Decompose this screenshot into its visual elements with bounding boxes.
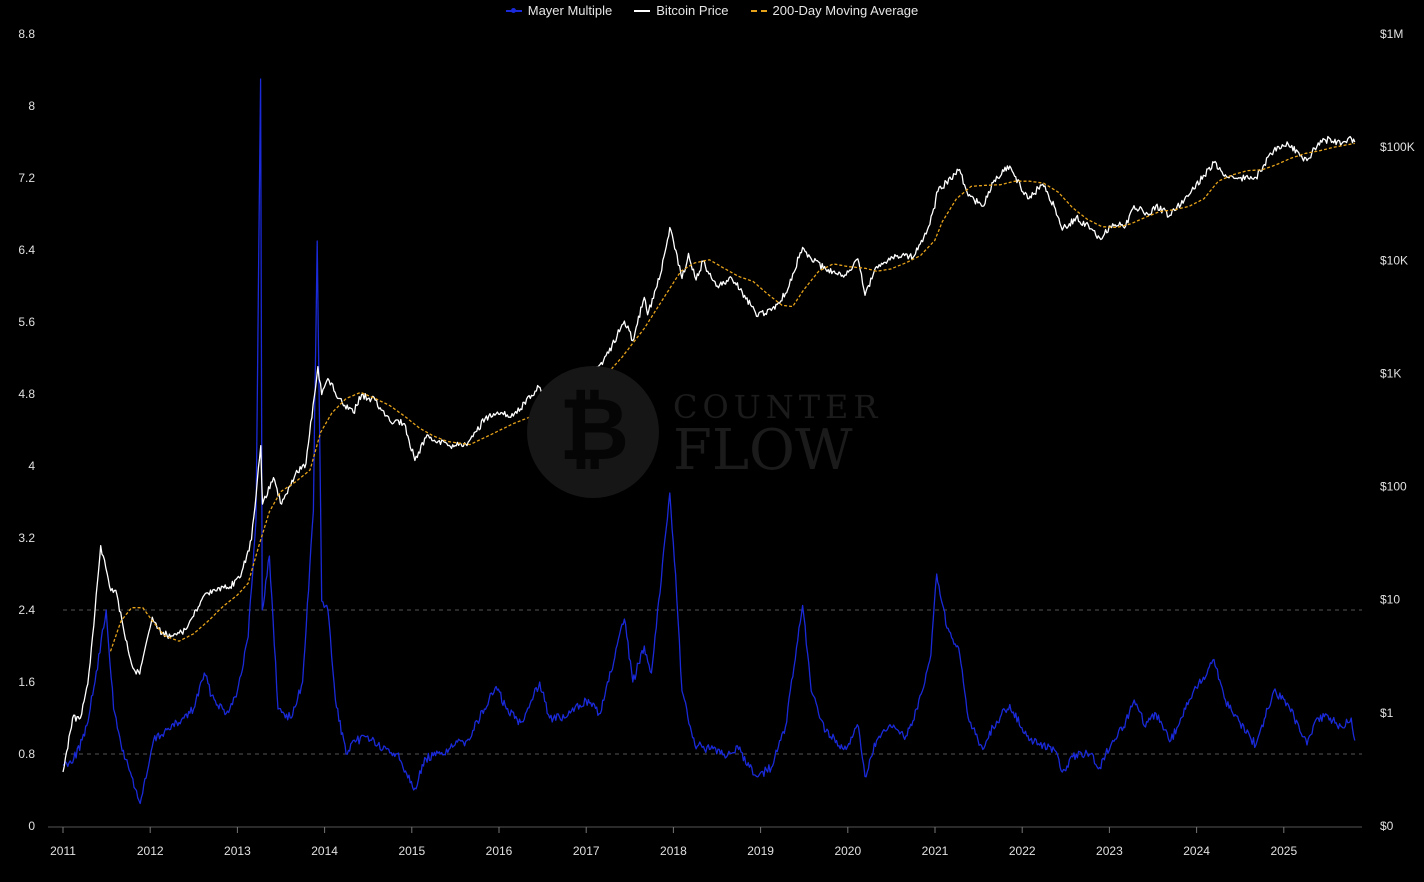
x-tick-label: 2018 xyxy=(660,844,687,858)
y-left-tick-label: 4 xyxy=(28,459,35,473)
legend-item-200-day-ma[interactable]: 200-Day Moving Average xyxy=(750,3,919,18)
y-right-tick-label: $1 xyxy=(1380,706,1394,720)
y-right-tick-label: $0 xyxy=(1380,819,1394,833)
legend-label-ma: 200-Day Moving Average xyxy=(772,3,919,18)
y-left-tick-label: 8 xyxy=(28,99,35,113)
legend-swatch-price xyxy=(634,9,651,12)
y-left-tick-label: 7.2 xyxy=(18,171,35,185)
x-tick-label: 2023 xyxy=(1096,844,1123,858)
y-left-tick-label: 0.8 xyxy=(18,747,35,761)
y-left-tick-label: 2.4 xyxy=(18,603,35,617)
x-tick-label: 2014 xyxy=(311,844,338,858)
legend-label-mayer: Mayer Multiple xyxy=(527,3,613,18)
legend-item-mayer-multiple[interactable]: Mayer Multiple xyxy=(505,3,613,18)
y-left-tick-label: 5.6 xyxy=(18,315,35,329)
bitcoin-price-line xyxy=(62,135,1356,773)
legend-swatch-ma xyxy=(750,9,767,12)
x-tick-label: 2011 xyxy=(50,844,76,858)
x-axis: 2011 2012 2013 2014 2015 2016 2017 2018 2019 2020… xyxy=(48,826,1362,858)
y-right-tick-label: $100 xyxy=(1380,480,1407,494)
ma-200-day-line xyxy=(109,142,1355,652)
series-layer xyxy=(62,78,1356,805)
reference-lines xyxy=(63,609,1362,755)
y-right-tick-label: $10 xyxy=(1380,593,1400,607)
x-tick-label: 2020 xyxy=(834,844,861,858)
y-axis-left: 0 0.8 1.6 2.4 3.2 4 4.8 5.6 6.4 7.2 8 8.8 xyxy=(18,27,35,833)
y-axis-right: $0 $1 $10 $100 $1K $10K $100K $1M xyxy=(1380,27,1415,833)
x-tick-label: 2016 xyxy=(486,844,513,858)
y-left-tick-label: 8.8 xyxy=(18,27,35,41)
x-tick-label: 2015 xyxy=(398,844,425,858)
x-tick-label: 2022 xyxy=(1009,844,1036,858)
legend-item-bitcoin-price[interactable]: Bitcoin Price xyxy=(634,3,729,18)
mayer-multiple-line xyxy=(62,78,1356,805)
chart-legend: Mayer Multiple Bitcoin Price 200-Day Mov… xyxy=(0,3,1424,18)
legend-label-price: Bitcoin Price xyxy=(656,3,729,18)
x-tick-label: 2021 xyxy=(922,844,949,858)
y-left-tick-label: 4.8 xyxy=(18,387,35,401)
y-left-tick-label: 0 xyxy=(28,819,35,833)
x-tick-label: 2013 xyxy=(224,844,251,858)
y-right-tick-label: $1K xyxy=(1380,366,1401,380)
y-right-tick-label: $10K xyxy=(1380,253,1408,267)
y-left-tick-label: 6.4 xyxy=(18,243,35,257)
y-left-tick-label: 3.2 xyxy=(18,531,35,545)
x-tick-label: 2019 xyxy=(747,844,774,858)
y-left-tick-label: 1.6 xyxy=(18,675,35,689)
y-right-tick-label: $1M xyxy=(1380,27,1403,41)
x-tick-label: 2025 xyxy=(1270,844,1297,858)
y-right-tick-label: $100K xyxy=(1380,140,1415,154)
x-tick-label: 2024 xyxy=(1183,844,1210,858)
legend-swatch-mayer xyxy=(505,7,522,13)
x-tick-label: 2012 xyxy=(137,844,164,858)
x-tick-label: 2017 xyxy=(573,844,600,858)
